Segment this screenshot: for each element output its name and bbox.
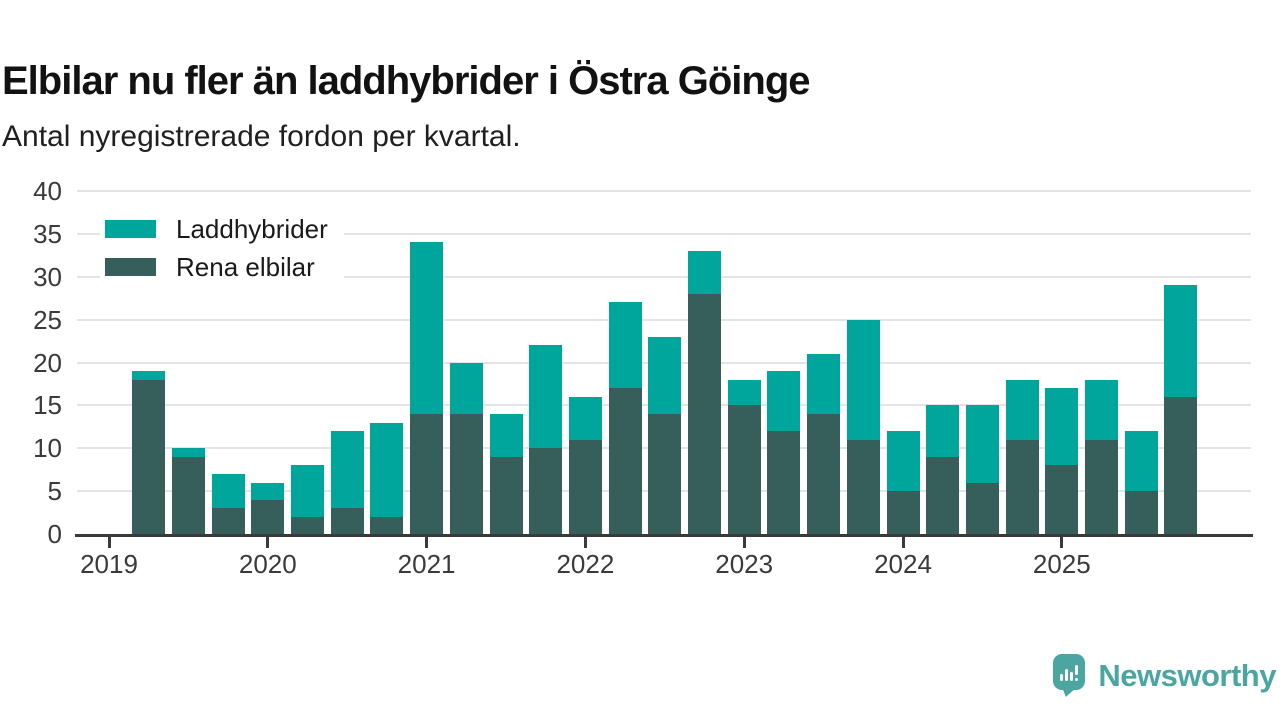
bar-2019-q3-laddhybrider [171,448,205,457]
x-axis-tick-2021 [425,537,429,548]
legend-swatch-rena-elbilar [105,258,156,276]
legend-swatch-laddhybrider [105,220,156,238]
bar-2021-q4-laddhybrider [529,345,563,449]
bar-2021-q3-rena-elbilar [489,456,523,534]
x-axis-line [75,534,1253,537]
newsworthy-logo-icon [1053,654,1086,699]
x-axis-tick-2025 [1060,537,1064,548]
y-axis-label-20: 20 [33,347,62,378]
bar-2020-q2-rena-elbilar [291,516,324,534]
bar-2021-q1-laddhybrider [410,242,444,414]
x-axis-tick-2020 [266,537,270,548]
bar-2025-q2-rena-elbilar [1085,439,1118,534]
x-axis-tick-2019 [107,537,111,548]
y-axis-label-30: 30 [33,261,62,292]
bar-2024-q3-rena-elbilar [965,482,999,534]
bar-2023-q3-rena-elbilar [807,413,841,534]
bar-2024-q4-laddhybrider [1005,379,1039,440]
gridline-30 [77,275,1251,278]
chart-title: Elbilar nu fler än laddhybrider i Östra … [2,58,810,103]
x-axis-tick-2023 [742,537,746,548]
bar-2025-q1-rena-elbilar [1045,465,1079,534]
bar-2023-q2-rena-elbilar [767,431,801,534]
x-axis-label-2019: 2019 [80,549,138,579]
bar-2023-q1-rena-elbilar [727,405,761,534]
x-axis-label-2022: 2022 [556,549,615,579]
bar-2023-q2-laddhybrider [767,371,801,432]
bar-2025-q2-laddhybrider [1085,379,1118,440]
bar-2020-q2-laddhybrider [291,465,324,517]
bar-2025-q4-rena-elbilar [1164,396,1198,534]
brand-name: Newsworthy [1098,658,1276,693]
bar-2019-q2-laddhybrider [132,371,166,380]
bar-2019-q2-rena-elbilar [132,379,166,534]
bar-2023-q4-laddhybrider [846,319,880,440]
bar-2020-q1-rena-elbilar [251,499,285,534]
bar-2022-q4-rena-elbilar [688,293,721,534]
bar-2024-q1-laddhybrider [886,431,920,492]
bar-2024-q2-laddhybrider [926,405,960,457]
bar-2020-q3-laddhybrider [330,431,364,509]
bar-2021-q2-rena-elbilar [449,413,483,534]
bar-2024-q1-rena-elbilar [886,491,920,534]
bar-2022-q4-laddhybrider [688,251,721,294]
bar-2025-q3-laddhybrider [1124,431,1158,492]
bar-2021-q4-rena-elbilar [529,448,563,534]
bar-2022-q1-laddhybrider [568,396,602,440]
legend: Laddhybrider Rena elbilar [100,212,344,286]
bar-2020-q1-laddhybrider [251,482,285,500]
gridline-25 [77,318,1251,321]
legend-label-laddhybrider: Laddhybrider [176,214,328,244]
x-axis-label-2024: 2024 [874,549,932,579]
bar-2025-q3-rena-elbilar [1124,491,1158,534]
bar-2025-q4-laddhybrider [1164,285,1198,397]
bar-2022-q2-rena-elbilar [608,388,642,534]
y-axis-label-0: 0 [47,519,62,549]
bar-2021-q3-laddhybrider [489,413,523,457]
bar-2024-q2-rena-elbilar [926,456,960,534]
bar-2025-q1-laddhybrider [1045,388,1079,466]
newsworthy-brand: Newsworthy [1053,654,1276,699]
bar-2021-q1-rena-elbilar [410,413,444,534]
bar-2024-q3-laddhybrider [965,405,999,483]
bar-2020-q4-laddhybrider [370,422,404,517]
bar-2022-q3-rena-elbilar [648,413,682,534]
x-axis-tick-2022 [583,537,587,548]
bar-2023-q4-rena-elbilar [846,439,880,534]
x-axis-label-2023: 2023 [715,549,774,579]
legend-label-rena-elbilar: Rena elbilar [176,252,315,282]
x-axis-label-2020: 2020 [238,549,297,579]
x-axis-label-2021: 2021 [397,549,456,579]
bar-2020-q3-rena-elbilar [330,508,364,534]
gridline-35 [77,232,1251,235]
legend-item-rena-elbilar: Rena elbilar [105,252,328,282]
chart-subtitle: Antal nyregistrerade fordon per kvartal. [2,120,521,153]
legend-item-laddhybrider: Laddhybrider [105,214,328,244]
gridline-40 [77,190,1251,192]
y-axis-label-25: 25 [33,304,62,335]
y-axis-label-35: 35 [33,218,62,249]
bar-2022-q3-laddhybrider [648,336,682,414]
bar-2021-q2-laddhybrider [449,362,483,414]
bar-2022-q2-laddhybrider [608,302,642,389]
y-axis-label-10: 10 [33,433,62,464]
bar-2022-q1-rena-elbilar [568,439,602,534]
bar-2020-q4-rena-elbilar [370,516,404,534]
y-axis-label-40: 40 [33,176,62,206]
bar-2024-q4-rena-elbilar [1005,439,1039,534]
bar-2023-q3-laddhybrider [807,353,841,414]
y-axis-label-5: 5 [47,476,62,507]
y-axis-label-15: 15 [33,390,62,421]
x-axis-label-2025: 2025 [1032,549,1091,579]
bar-2019-q4-laddhybrider [211,473,245,509]
bar-2019-q3-rena-elbilar [171,456,205,534]
bar-2019-q4-rena-elbilar [211,508,245,534]
x-axis-tick-2024 [901,537,905,548]
bar-2023-q1-laddhybrider [727,379,761,406]
speech-bubble-chart-icon [1053,654,1086,690]
